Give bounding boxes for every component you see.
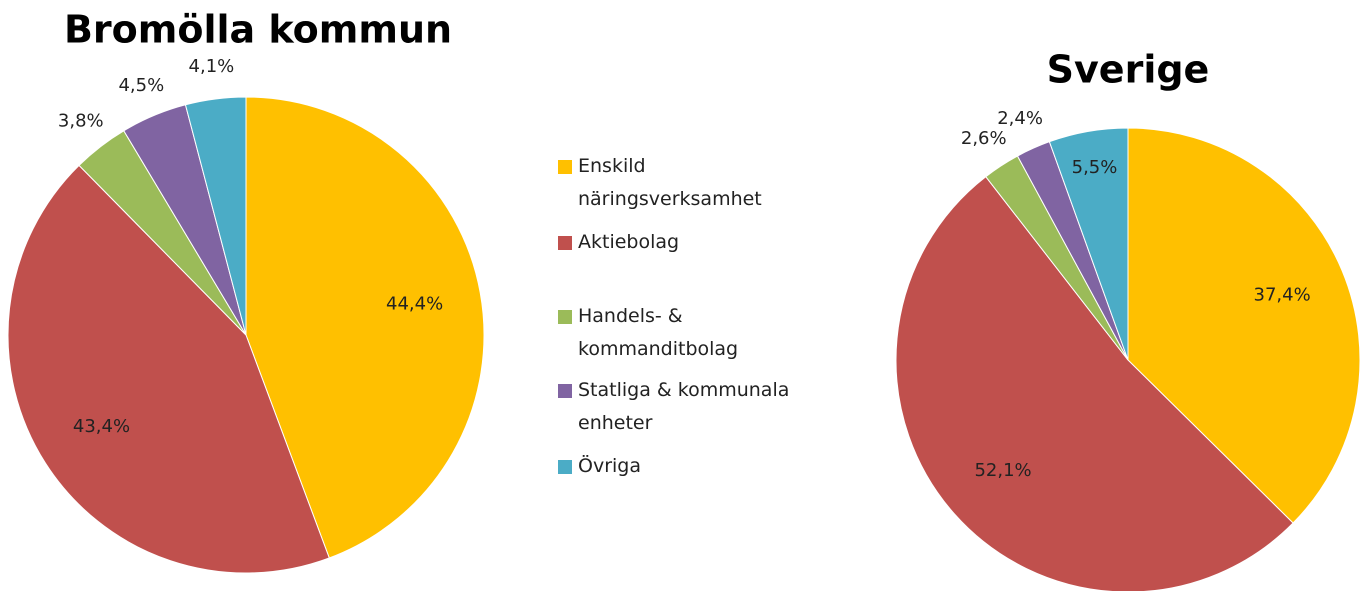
data-label: 43,4%	[73, 416, 130, 437]
legend-entry: Handels- & kommanditbolag	[558, 300, 813, 366]
data-label: 2,6%	[961, 128, 1007, 149]
legend-entry: Enskild näringsverksamhet	[558, 150, 813, 216]
chart-title: Sverige	[1047, 48, 1210, 92]
data-label: 37,4%	[1254, 285, 1311, 306]
legend-swatch	[558, 460, 572, 474]
pie-slice	[895, 175, 1294, 591]
data-label: 44,4%	[386, 294, 443, 315]
data-label: 2,4%	[997, 108, 1043, 129]
data-label: 5,5%	[1072, 157, 1118, 178]
pie-slice	[245, 96, 485, 559]
legend-label: Övriga	[578, 455, 641, 477]
chart-title: Bromölla kommun	[64, 8, 452, 52]
legend-swatch	[558, 310, 572, 324]
data-label: 52,1%	[974, 460, 1031, 481]
legend-label: Enskild näringsverksamhet	[578, 155, 762, 210]
data-label: 4,5%	[118, 75, 164, 96]
pie-slice	[7, 164, 330, 574]
legend-entry: Aktiebolag	[558, 226, 813, 259]
data-label: 4,1%	[189, 56, 235, 77]
pie-slice	[1048, 127, 1129, 361]
data-label: 3,8%	[58, 110, 104, 131]
legend-swatch	[558, 160, 572, 174]
pie-slice	[184, 96, 247, 336]
legend-label: Handels- & kommanditbolag	[578, 305, 739, 360]
pie-slice	[1127, 127, 1361, 524]
legend-entry: Statliga & kommunala enheter	[558, 374, 813, 440]
legend-swatch	[558, 384, 572, 398]
legend-swatch	[558, 236, 572, 250]
legend-entry: Övriga	[558, 450, 813, 483]
legend-label: Aktiebolag	[578, 231, 680, 253]
legend-label: Statliga & kommunala enheter	[578, 379, 790, 434]
